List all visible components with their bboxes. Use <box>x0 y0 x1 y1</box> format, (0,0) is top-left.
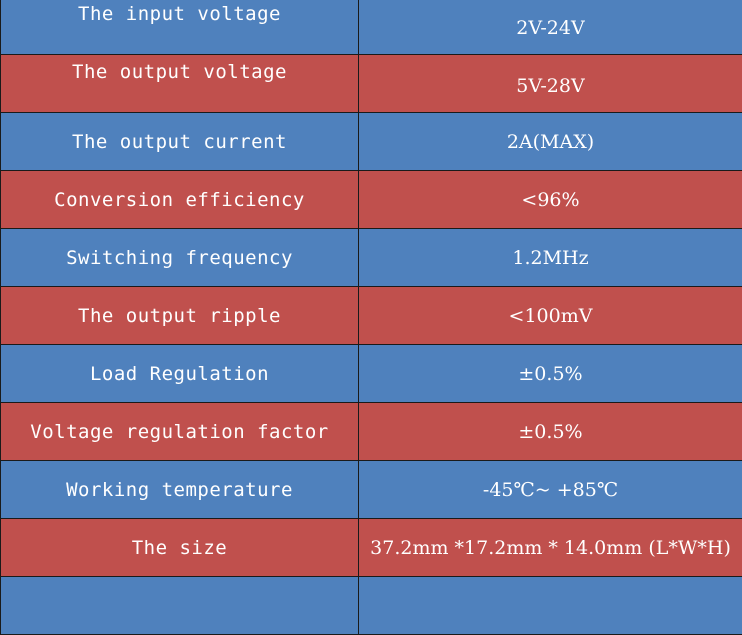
table-row: The output current 2A(MAX) <box>1 113 742 171</box>
table-row: The output voltage 5V-28V <box>1 55 742 113</box>
spec-label: Conversion efficiency <box>1 171 359 229</box>
spec-value: 37.2mm *17.2mm * 14.0mm (L*W*H) <box>359 519 742 577</box>
spec-value: <96% <box>359 171 742 229</box>
table-row: The input voltage 2V-24V <box>1 0 742 55</box>
table-row: Load Regulation ±0.5% <box>1 345 742 403</box>
spec-label: The output ripple <box>1 287 359 345</box>
spec-label: The size <box>1 519 359 577</box>
spec-label: Voltage regulation factor <box>1 403 359 461</box>
spec-value: 1.2MHz <box>359 229 742 287</box>
spec-value: 2A(MAX) <box>359 113 742 171</box>
table-row: Switching frequency 1.2MHz <box>1 229 742 287</box>
spec-value: 5V-28V <box>359 55 742 113</box>
spec-value: ±0.5% <box>359 403 742 461</box>
spec-label <box>1 577 359 635</box>
spec-value: ±0.5% <box>359 345 742 403</box>
spec-value <box>359 577 742 635</box>
spec-value: <100mV <box>359 287 742 345</box>
spec-value: -45℃~ +85℃ <box>359 461 742 519</box>
spec-label: Working temperature <box>1 461 359 519</box>
table-row: Working temperature -45℃~ +85℃ <box>1 461 742 519</box>
spec-value: 2V-24V <box>359 0 742 55</box>
spec-label: Switching frequency <box>1 229 359 287</box>
spec-label: The output voltage <box>1 55 359 113</box>
table-row: The size 37.2mm *17.2mm * 14.0mm (L*W*H) <box>1 519 742 577</box>
table-row <box>1 577 742 635</box>
table-row: Conversion efficiency <96% <box>1 171 742 229</box>
spec-label: The output current <box>1 113 359 171</box>
table-row: Voltage regulation factor ±0.5% <box>1 403 742 461</box>
table-row: The output ripple <100mV <box>1 287 742 345</box>
spec-label: The input voltage <box>1 0 359 55</box>
spec-label: Load Regulation <box>1 345 359 403</box>
